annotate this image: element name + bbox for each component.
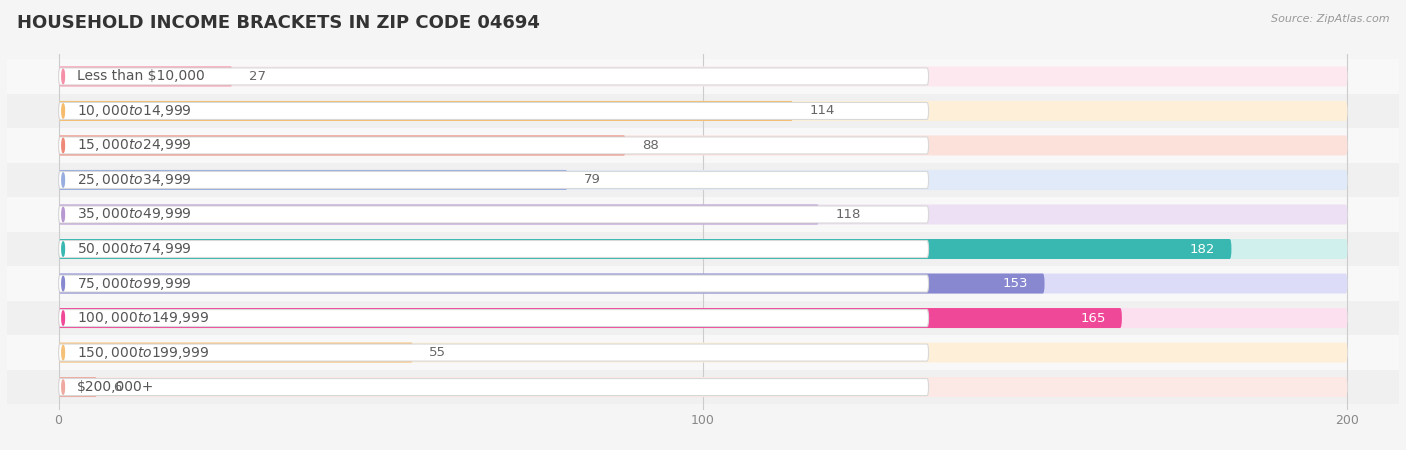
- FancyBboxPatch shape: [59, 204, 818, 225]
- Text: $50,000 to $74,999: $50,000 to $74,999: [77, 241, 193, 257]
- Bar: [7, 128, 1399, 163]
- FancyBboxPatch shape: [59, 204, 1347, 225]
- Circle shape: [62, 207, 65, 222]
- FancyBboxPatch shape: [59, 135, 1347, 155]
- FancyBboxPatch shape: [59, 171, 928, 189]
- Bar: [7, 163, 1399, 197]
- FancyBboxPatch shape: [59, 206, 928, 223]
- Text: 114: 114: [810, 104, 835, 117]
- FancyBboxPatch shape: [59, 67, 232, 86]
- Text: 6: 6: [114, 381, 122, 394]
- Text: 55: 55: [429, 346, 446, 359]
- FancyBboxPatch shape: [59, 378, 928, 396]
- FancyBboxPatch shape: [59, 67, 1347, 86]
- Bar: [7, 94, 1399, 128]
- FancyBboxPatch shape: [59, 344, 928, 361]
- Text: 118: 118: [835, 208, 860, 221]
- Text: 182: 182: [1189, 243, 1215, 256]
- Bar: [7, 370, 1399, 404]
- Bar: [7, 197, 1399, 232]
- Circle shape: [62, 104, 65, 118]
- Text: 79: 79: [583, 174, 600, 186]
- Text: 88: 88: [641, 139, 658, 152]
- FancyBboxPatch shape: [59, 377, 97, 397]
- FancyBboxPatch shape: [59, 274, 1045, 293]
- FancyBboxPatch shape: [59, 342, 413, 363]
- Text: $10,000 to $14,999: $10,000 to $14,999: [77, 103, 193, 119]
- Text: $75,000 to $99,999: $75,000 to $99,999: [77, 275, 193, 292]
- Circle shape: [62, 69, 65, 84]
- FancyBboxPatch shape: [59, 68, 928, 85]
- Text: Source: ZipAtlas.com: Source: ZipAtlas.com: [1271, 14, 1389, 23]
- Circle shape: [62, 276, 65, 291]
- Text: 165: 165: [1080, 311, 1105, 324]
- FancyBboxPatch shape: [59, 239, 1347, 259]
- Circle shape: [62, 311, 65, 325]
- Circle shape: [62, 173, 65, 187]
- Bar: [7, 266, 1399, 301]
- Text: HOUSEHOLD INCOME BRACKETS IN ZIP CODE 04694: HOUSEHOLD INCOME BRACKETS IN ZIP CODE 04…: [17, 14, 540, 32]
- FancyBboxPatch shape: [59, 308, 1122, 328]
- Text: $100,000 to $149,999: $100,000 to $149,999: [77, 310, 209, 326]
- Text: $25,000 to $34,999: $25,000 to $34,999: [77, 172, 193, 188]
- Circle shape: [62, 138, 65, 153]
- FancyBboxPatch shape: [59, 310, 928, 327]
- Bar: [7, 232, 1399, 266]
- FancyBboxPatch shape: [59, 239, 1232, 259]
- Circle shape: [62, 380, 65, 394]
- Bar: [7, 335, 1399, 370]
- Circle shape: [62, 242, 65, 256]
- Text: 27: 27: [249, 70, 266, 83]
- Text: Less than $10,000: Less than $10,000: [77, 69, 205, 83]
- FancyBboxPatch shape: [59, 308, 1347, 328]
- FancyBboxPatch shape: [59, 342, 1347, 363]
- Bar: [7, 59, 1399, 94]
- Text: $15,000 to $24,999: $15,000 to $24,999: [77, 137, 193, 153]
- FancyBboxPatch shape: [59, 377, 1347, 397]
- Text: $200,000+: $200,000+: [77, 380, 155, 394]
- FancyBboxPatch shape: [59, 135, 626, 155]
- FancyBboxPatch shape: [59, 274, 1347, 293]
- FancyBboxPatch shape: [59, 170, 568, 190]
- Bar: [7, 301, 1399, 335]
- FancyBboxPatch shape: [59, 101, 1347, 121]
- FancyBboxPatch shape: [59, 170, 1347, 190]
- FancyBboxPatch shape: [59, 240, 928, 257]
- FancyBboxPatch shape: [59, 101, 793, 121]
- Text: 153: 153: [1002, 277, 1028, 290]
- Circle shape: [62, 346, 65, 360]
- Text: $35,000 to $49,999: $35,000 to $49,999: [77, 207, 193, 222]
- FancyBboxPatch shape: [59, 275, 928, 292]
- FancyBboxPatch shape: [59, 137, 928, 154]
- FancyBboxPatch shape: [59, 103, 928, 119]
- Text: $150,000 to $199,999: $150,000 to $199,999: [77, 345, 209, 360]
